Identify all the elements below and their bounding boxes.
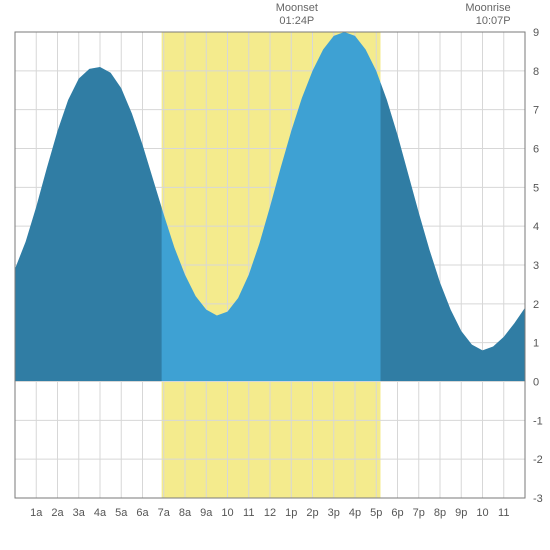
moonset-title: Moonset [276,2,318,15]
moonset-label: Moonset 01:24P [276,2,318,28]
moonrise-title: Moonrise [465,2,510,15]
x-tick-label: 3a [73,507,86,519]
y-tick-label: 6 [533,144,539,156]
x-tick-label: 2p [306,507,318,519]
x-tick-label: 5p [370,507,382,519]
tide-chart: Moonset 01:24P Moonrise 10:07P 1a2a3a4a5… [0,0,550,550]
x-tick-label: 11 [243,507,254,519]
x-tick-label: 7p [413,507,425,519]
x-tick-label: 1p [285,507,297,519]
x-tick-label: 1a [30,507,43,519]
y-tick-label: 5 [533,182,539,194]
y-tick-label: -2 [533,454,543,466]
x-tick-label: 12 [264,507,276,519]
y-tick-label: 9 [533,27,539,39]
x-tick-label: 6p [391,507,403,519]
x-tick-label: 10 [476,507,488,519]
moonrise-label: Moonrise 10:07P [465,2,510,28]
y-tick-label: 2 [533,299,539,311]
x-tick-label: 4p [349,507,361,519]
y-tick-label: 3 [533,260,539,272]
x-tick-label: 9p [455,507,467,519]
x-tick-label: 10 [221,507,233,519]
y-tick-label: 1 [533,338,539,350]
y-tick-label: 0 [533,377,539,389]
y-tick-label: 7 [533,105,539,117]
x-tick-label: 6a [136,507,149,519]
x-tick-label: 11 [498,507,509,519]
y-tick-label: -3 [533,493,543,505]
y-tick-label: -1 [533,415,543,427]
y-tick-label: 8 [533,66,539,78]
chart-svg: 1a2a3a4a5a6a7a8a9a1011121p2p3p4p5p6p7p8p… [0,0,550,550]
moonrise-time: 10:07P [465,15,510,28]
x-tick-label: 9a [200,507,213,519]
x-tick-label: 4a [94,507,107,519]
x-tick-label: 3p [328,507,340,519]
x-tick-label: 2a [51,507,64,519]
x-tick-label: 7a [158,507,171,519]
x-tick-label: 8a [179,507,192,519]
x-tick-label: 5a [115,507,128,519]
moonset-time: 01:24P [276,15,318,28]
y-tick-label: 4 [533,221,539,233]
x-tick-label: 8p [434,507,446,519]
